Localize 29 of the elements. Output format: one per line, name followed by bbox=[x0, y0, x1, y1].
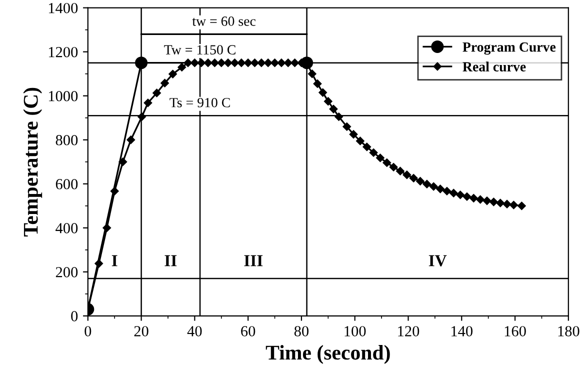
x-tick-label: 20 bbox=[134, 326, 148, 336]
x-tick-label: 80 bbox=[294, 326, 309, 336]
x-tick-label: 40 bbox=[187, 326, 202, 336]
y-tick-label: 1000 bbox=[48, 90, 78, 102]
x-axis-title: Time (second) bbox=[266, 345, 390, 364]
y-tick-label: 800 bbox=[56, 134, 78, 146]
y-tick-label: 1400 bbox=[48, 2, 78, 14]
x-tick-label: 140 bbox=[452, 326, 473, 336]
y-tick-label: 600 bbox=[56, 179, 78, 190]
legend-label: Real curve bbox=[462, 62, 526, 72]
y-tick-label: 1200 bbox=[48, 46, 78, 58]
x-tick-label: 0 bbox=[84, 326, 92, 336]
y-tick-label: 0 bbox=[71, 311, 78, 322]
ref-line-label: Tw = 1150 C bbox=[164, 45, 236, 54]
x-tick-label: 60 bbox=[241, 326, 256, 336]
annotation: I bbox=[112, 255, 118, 266]
y-axis-title: Temperature (C) bbox=[23, 88, 42, 236]
annotation: IV bbox=[428, 255, 447, 266]
ref-line-label: Ts = 910 C bbox=[170, 98, 230, 108]
series-label: tw = 60 sec bbox=[192, 16, 256, 26]
y-tick-label: 400 bbox=[56, 223, 78, 234]
x-tick-label: 100 bbox=[344, 326, 366, 336]
x-tick-label: 180 bbox=[558, 326, 580, 336]
legend-label: Program Curve bbox=[462, 42, 556, 55]
annotation: II bbox=[164, 255, 177, 266]
x-tick-label: 160 bbox=[504, 326, 526, 336]
y-tick-label: 200 bbox=[56, 267, 78, 278]
x-tick-label: 120 bbox=[398, 326, 420, 336]
annotation: III bbox=[244, 255, 263, 266]
